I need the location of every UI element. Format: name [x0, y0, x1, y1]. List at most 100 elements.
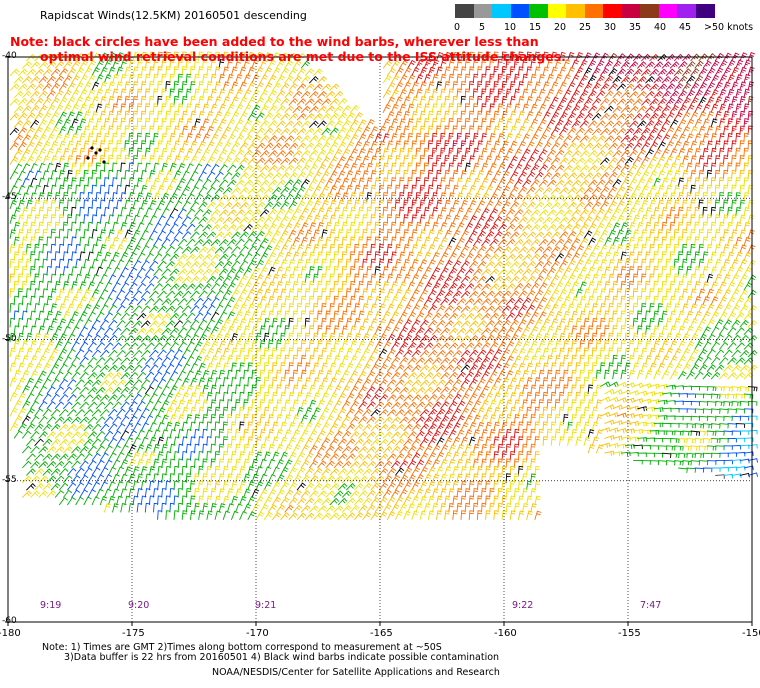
wind-barb	[132, 140, 138, 150]
wind-barb	[99, 274, 108, 284]
wind-barb	[435, 169, 442, 180]
wind-barb	[325, 207, 333, 217]
wind-barb	[276, 310, 282, 321]
wind-barb	[13, 221, 21, 232]
wind-barb	[599, 362, 606, 372]
wind-barb	[595, 295, 602, 306]
wind-barb	[727, 88, 735, 99]
wind-barb	[386, 348, 396, 358]
wind-barb	[723, 430, 733, 436]
wind-barb	[682, 97, 691, 106]
wind-barb	[550, 362, 557, 372]
wind-barb	[50, 258, 56, 269]
wind-barb	[731, 386, 742, 392]
wind-barb	[518, 275, 528, 284]
wind-barb	[50, 243, 56, 254]
wind-barb	[554, 414, 561, 424]
wind-barb	[161, 132, 167, 143]
wind-barb	[452, 260, 462, 269]
wind-barb	[714, 199, 720, 210]
wind-barb	[239, 260, 249, 269]
wind-barb	[489, 208, 499, 217]
wind-barb	[673, 243, 679, 254]
wind-barb	[50, 318, 58, 328]
wind-barb	[628, 192, 637, 202]
wind-barb	[677, 177, 685, 187]
wind-barb	[714, 214, 721, 224]
wind-barb	[83, 96, 91, 106]
wind-barb	[444, 274, 454, 284]
wind-barb	[30, 400, 39, 410]
wind-barb	[628, 163, 638, 173]
wind-barb	[616, 303, 622, 313]
wind-barb	[136, 192, 144, 202]
wind-barb	[312, 258, 319, 269]
wind-barb	[567, 216, 577, 225]
wind-barb	[665, 229, 671, 239]
wind-barb	[485, 260, 495, 269]
wind-barb	[83, 452, 93, 461]
wind-barb	[595, 444, 604, 454]
wind-barb	[448, 118, 454, 128]
wind-barb	[194, 133, 202, 143]
wind-barb	[530, 428, 536, 439]
wind-barb	[66, 155, 74, 165]
wind-barb	[456, 327, 467, 336]
wind-barb	[153, 283, 163, 291]
wind-barb	[546, 267, 556, 276]
wind-barb	[731, 274, 740, 284]
wind-barb	[476, 81, 483, 91]
wind-barb	[341, 430, 352, 439]
wind-barb	[411, 229, 418, 239]
wind-barb	[329, 332, 336, 343]
wind-barb	[153, 458, 160, 469]
wind-barb	[554, 252, 565, 262]
wind-barb	[50, 408, 61, 417]
wind-barb	[415, 401, 426, 410]
wind-barb	[571, 252, 581, 262]
wind-barb	[636, 266, 643, 276]
wind-barb	[46, 340, 55, 350]
wind-barb	[144, 444, 153, 454]
wind-barb	[120, 357, 131, 365]
wind-barb	[124, 305, 134, 313]
wind-barb	[538, 369, 545, 380]
wind-barb	[210, 209, 221, 217]
wind-barb	[497, 73, 503, 84]
wind-barb	[358, 236, 364, 247]
wind-barb	[382, 104, 391, 113]
wind-barb	[423, 386, 434, 395]
wind-barb	[34, 273, 40, 284]
wind-barb	[624, 288, 630, 298]
wind-barb	[185, 238, 196, 247]
wind-barb	[337, 141, 347, 151]
wind-barb	[538, 209, 549, 217]
wind-barb	[628, 90, 639, 99]
wind-barb	[13, 207, 21, 217]
wind-barb	[30, 119, 40, 128]
wind-barb	[435, 184, 442, 195]
wind-barb	[636, 90, 647, 99]
wind-barb	[608, 200, 617, 210]
wind-barb	[124, 199, 131, 210]
wind-barb	[99, 452, 109, 461]
wind-barb	[173, 245, 184, 254]
wind-barb	[231, 274, 240, 284]
wind-barb	[243, 89, 252, 99]
wind-barb	[710, 281, 718, 291]
wind-barb	[604, 450, 615, 456]
wind-barb	[153, 385, 162, 395]
wind-barb	[75, 364, 85, 373]
wind-barb	[66, 243, 73, 254]
wind-barb	[370, 333, 379, 343]
wind-barb	[616, 186, 626, 195]
wind-barb	[657, 112, 667, 121]
wind-barb	[604, 222, 613, 232]
wind-barb	[30, 105, 40, 114]
wind-barb	[468, 320, 479, 328]
wind-barb	[727, 393, 738, 399]
wind-barb	[612, 325, 618, 335]
wind-barb	[149, 290, 159, 299]
wind-barb	[30, 370, 39, 380]
wind-barb	[399, 251, 406, 261]
